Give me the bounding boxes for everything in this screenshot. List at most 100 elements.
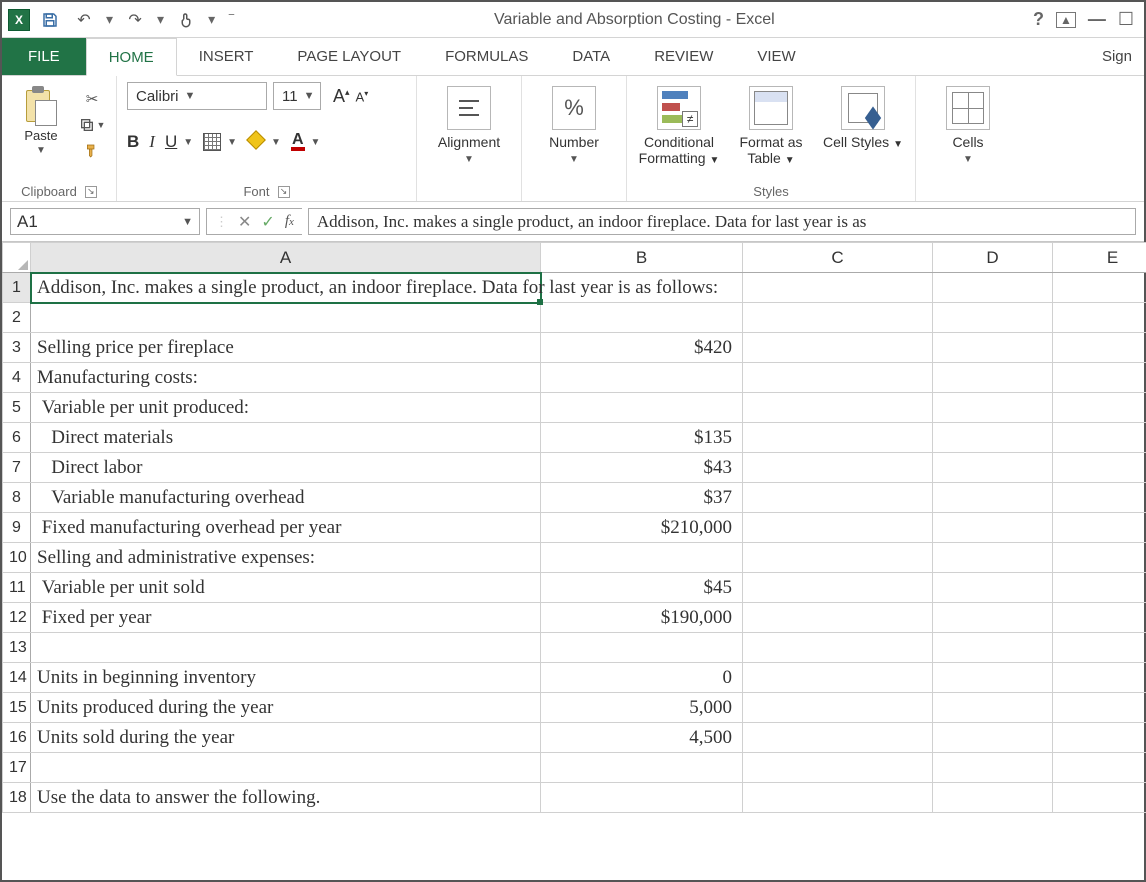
cell[interactable] (933, 663, 1053, 693)
touch-mode-button[interactable] (172, 7, 200, 33)
cell[interactable] (1053, 273, 1146, 303)
shrink-font-button[interactable]: A▾ (356, 89, 369, 104)
cell[interactable] (743, 603, 933, 633)
cell[interactable] (743, 333, 933, 363)
col-header-e[interactable]: E (1053, 243, 1146, 273)
cell[interactable] (743, 483, 933, 513)
cell[interactable]: Units sold during the year (31, 723, 541, 753)
cell[interactable] (743, 423, 933, 453)
font-name-combo[interactable]: Calibri ▼ (127, 82, 267, 110)
qat-dropdown-icon[interactable]: ▾ (206, 11, 217, 28)
cell[interactable] (1053, 303, 1146, 333)
fill-color-button[interactable] (247, 134, 265, 150)
cell[interactable] (1053, 603, 1146, 633)
cell[interactable] (933, 723, 1053, 753)
row-header[interactable]: 15 (3, 693, 31, 723)
row-header[interactable]: 8 (3, 483, 31, 513)
cell[interactable] (743, 693, 933, 723)
cell[interactable] (1053, 633, 1146, 663)
cell[interactable]: $45 (541, 573, 743, 603)
cell[interactable] (933, 333, 1053, 363)
cell[interactable] (933, 573, 1053, 603)
font-color-button[interactable]: A (291, 133, 305, 151)
cell[interactable] (743, 573, 933, 603)
cell[interactable] (1053, 753, 1146, 783)
cell[interactable] (743, 543, 933, 573)
redo-button[interactable]: ↷ (121, 7, 149, 33)
cell[interactable] (1053, 453, 1146, 483)
number-button[interactable]: % Number ▼ (532, 82, 616, 165)
cell[interactable]: Use the data to answer the following. (31, 783, 541, 813)
tab-page-layout[interactable]: PAGE LAYOUT (275, 38, 423, 75)
cell[interactable] (1053, 513, 1146, 543)
italic-button[interactable]: I (149, 132, 155, 152)
bold-button[interactable]: B (127, 132, 139, 152)
cell[interactable]: Selling and administrative expenses: (31, 543, 541, 573)
col-header-c[interactable]: C (743, 243, 933, 273)
row-header[interactable]: 7 (3, 453, 31, 483)
cell[interactable] (743, 303, 933, 333)
tab-formulas[interactable]: FORMULAS (423, 38, 550, 75)
underline-button[interactable]: U (165, 132, 177, 152)
cell[interactable] (933, 633, 1053, 663)
borders-button[interactable] (203, 133, 221, 151)
undo-button[interactable]: ↶ (70, 7, 98, 33)
cell[interactable] (541, 393, 743, 423)
cell[interactable] (743, 363, 933, 393)
cell[interactable] (933, 603, 1053, 633)
row-header[interactable]: 18 (3, 783, 31, 813)
qat-dropdown-icon[interactable]: ▾ (104, 11, 115, 28)
cell[interactable] (743, 453, 933, 483)
cell[interactable] (541, 783, 743, 813)
cell[interactable]: Fixed per year (31, 603, 541, 633)
copy-button[interactable]: ▼ (78, 114, 106, 136)
cell[interactable] (31, 633, 541, 663)
save-button[interactable] (36, 7, 64, 33)
row-header[interactable]: 14 (3, 663, 31, 693)
cell[interactable] (933, 363, 1053, 393)
cell[interactable] (933, 753, 1053, 783)
dialog-launcher-icon[interactable]: ↘ (278, 186, 290, 198)
name-box[interactable]: A1 ▼ (10, 208, 200, 235)
row-header[interactable]: 16 (3, 723, 31, 753)
cell[interactable]: Direct materials (31, 423, 541, 453)
ribbon-display-icon[interactable]: ▲ (1056, 12, 1076, 28)
grow-font-button[interactable]: A▴ (333, 86, 350, 107)
cell[interactable] (1053, 483, 1146, 513)
format-painter-button[interactable] (78, 140, 106, 162)
cell[interactable]: Manufacturing costs: (31, 363, 541, 393)
cell[interactable]: $37 (541, 483, 743, 513)
dialog-launcher-icon[interactable]: ↘ (85, 186, 97, 198)
conditional-formatting-button[interactable]: ≠ Conditional Formatting ▼ (637, 82, 721, 169)
cell[interactable] (1053, 423, 1146, 453)
cell[interactable] (1053, 363, 1146, 393)
cell[interactable] (933, 273, 1053, 303)
cut-button[interactable]: ✂ (78, 88, 106, 110)
cell[interactable] (1053, 783, 1146, 813)
cell[interactable]: Variable manufacturing overhead (31, 483, 541, 513)
row-header[interactable]: 5 (3, 393, 31, 423)
enter-formula-button[interactable]: ✓ (261, 212, 274, 232)
cell[interactable]: $135 (541, 423, 743, 453)
cell[interactable] (31, 303, 541, 333)
col-header-a[interactable]: A (31, 243, 541, 273)
cell[interactable] (743, 393, 933, 423)
cell[interactable] (1053, 333, 1146, 363)
tab-view[interactable]: VIEW (735, 38, 817, 75)
tab-insert[interactable]: INSERT (177, 38, 276, 75)
sign-in-link[interactable]: Sign (1102, 38, 1144, 75)
cell[interactable] (743, 663, 933, 693)
row-header[interactable]: 12 (3, 603, 31, 633)
cell[interactable]: 5,000 (541, 693, 743, 723)
cell[interactable] (31, 753, 541, 783)
cell[interactable] (933, 543, 1053, 573)
row-header[interactable]: 11 (3, 573, 31, 603)
chevron-down-icon[interactable]: ▼ (36, 145, 46, 156)
col-header-d[interactable]: D (933, 243, 1053, 273)
paste-button[interactable]: Paste ▼ (12, 82, 70, 156)
minimize-button[interactable]: — (1088, 9, 1106, 30)
cell[interactable]: $210,000 (541, 513, 743, 543)
tab-file[interactable]: FILE (2, 38, 86, 75)
cell[interactable]: Units produced during the year (31, 693, 541, 723)
row-header[interactable]: 17 (3, 753, 31, 783)
